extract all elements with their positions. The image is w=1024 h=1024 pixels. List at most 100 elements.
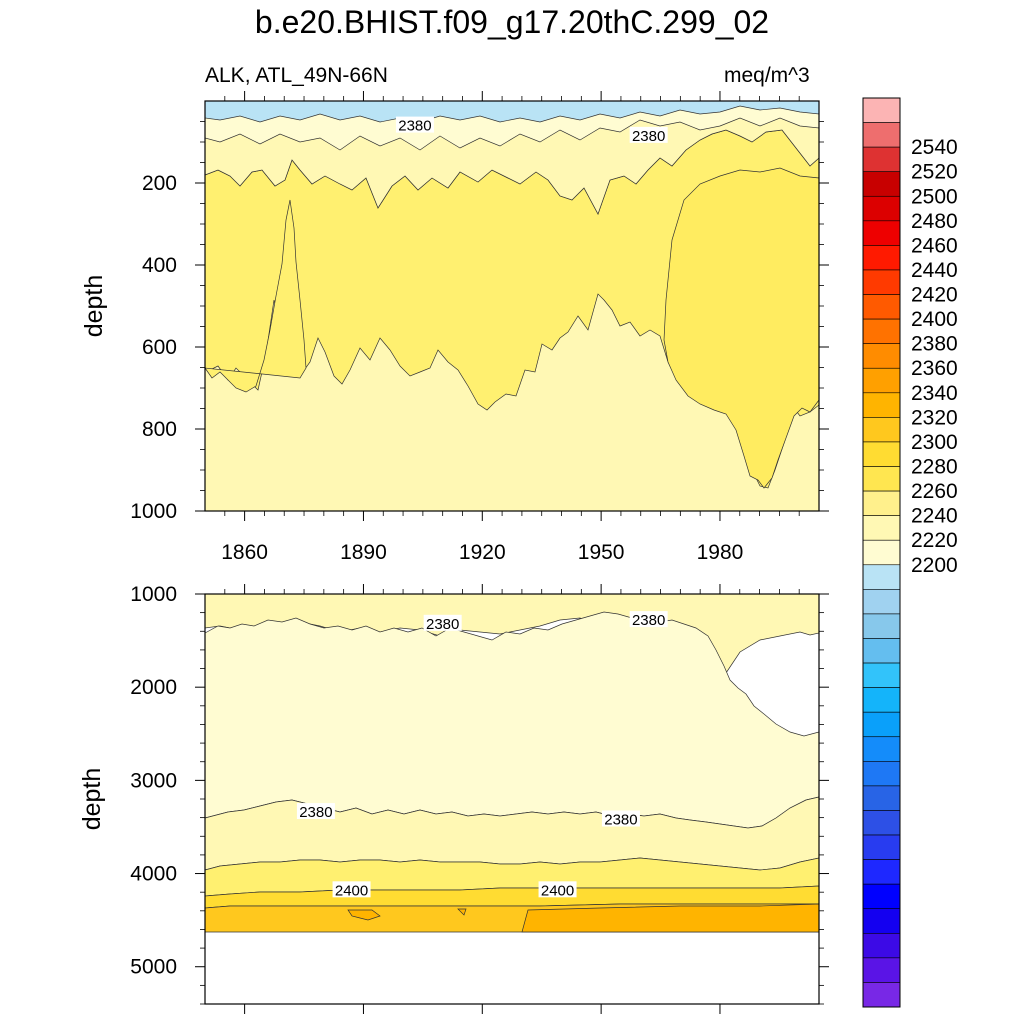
colorbar-label: 2380 <box>911 333 958 356</box>
colorbar-label: 2400 <box>911 308 958 331</box>
colorbar-swatch <box>862 466 901 492</box>
upper-ytick-label: 800 <box>142 418 177 441</box>
colorbar-swatch <box>862 245 901 271</box>
colorbar-swatch <box>862 810 901 836</box>
upper-lobe-right <box>663 167 820 489</box>
contour-label: 2380 <box>299 804 332 821</box>
colorbar-swatch <box>862 736 901 762</box>
colorbar-swatch <box>862 367 901 394</box>
upper-surface-band <box>204 100 820 123</box>
colorbar-swatch <box>862 957 901 983</box>
units-subtitle: meq/m^3 <box>724 64 810 87</box>
colorbar-label: 2460 <box>911 234 958 257</box>
upper-ytick-label: 400 <box>142 254 177 277</box>
lower-ylabel: depth <box>78 768 106 831</box>
contour-label: 2380 <box>632 612 665 629</box>
colorbar-label: 2220 <box>911 529 958 552</box>
colorbar-label: 2520 <box>911 161 958 184</box>
figure-title: b.e20.BHIST.f09_g17.20thC.299_02 <box>254 4 770 40</box>
lower-patch-small <box>457 908 467 916</box>
contour-label: 2380 <box>632 128 665 145</box>
colorbar-swatch <box>862 932 901 959</box>
colorbar-swatch <box>862 97 901 123</box>
colorbar-swatch <box>862 195 901 222</box>
contour-label: 2380 <box>604 812 637 829</box>
upper-ytick-label: 200 <box>142 172 177 195</box>
upper-lobe-left <box>204 199 307 393</box>
colorbar-swatch <box>862 761 901 787</box>
upper-ylabel: depth <box>80 275 108 338</box>
contour-label: 2400 <box>335 882 368 899</box>
colorbar-swatch <box>862 711 901 738</box>
lower-ytick-label: 4000 <box>130 863 177 886</box>
lower-patch <box>347 909 381 921</box>
contour-label: 2380 <box>426 616 459 633</box>
colorbar-label: 2260 <box>911 480 958 503</box>
colorbar-label: 2200 <box>911 554 958 577</box>
upper-xtick-label: 1980 <box>697 541 744 564</box>
colorbar-swatch <box>862 638 901 664</box>
lower-ytick-label: 3000 <box>130 769 177 792</box>
colorbar-label: 2300 <box>911 431 958 454</box>
colorbar: 2540252025002480246024402420240023802360… <box>862 97 958 1008</box>
upper-panel: 2380 2380 <box>204 100 820 512</box>
lower-contour-labels: 2380 2380 2380 2380 2400 2400 <box>296 611 668 899</box>
colorbar-swatch <box>862 392 901 418</box>
colorbar-swatch <box>862 490 901 516</box>
upper-xtick-label: 1890 <box>340 541 387 564</box>
colorbar-label: 2280 <box>911 456 958 479</box>
colorbar-label: 2480 <box>911 210 958 233</box>
contour-label-bg <box>601 810 640 827</box>
colorbar-swatch <box>862 294 901 320</box>
colorbar-swatch <box>862 785 901 811</box>
lower-ytick-label: 5000 <box>130 956 177 979</box>
contour-label-bg <box>423 614 462 631</box>
upper-contour-labels: 2380 2380 <box>395 116 668 145</box>
contour-label-bg <box>538 881 577 898</box>
contour-label-bg <box>332 881 371 898</box>
lower-panel: 2380 2380 2380 2380 2400 2400 <box>204 593 820 1005</box>
colorbar-swatch <box>862 662 901 688</box>
colorbar-swatch <box>862 122 901 148</box>
colorbar-swatch <box>862 343 901 369</box>
left-subtitle: ALK, ATL_49N-66N <box>205 64 388 87</box>
contour-label: 2400 <box>541 882 574 899</box>
colorbar-swatch <box>862 417 901 443</box>
colorbar-swatch <box>862 564 901 590</box>
contour-label-bg <box>629 611 668 628</box>
contour-label-bg <box>296 803 335 820</box>
colorbar-swatch <box>862 318 901 344</box>
colorbar-label: 2500 <box>911 185 958 208</box>
colorbar-swatch <box>862 515 901 541</box>
contour-label-bg <box>629 126 668 143</box>
colorbar-swatch <box>862 589 901 615</box>
upper-ytick-label: 600 <box>142 336 177 359</box>
colorbar-label: 2340 <box>911 382 958 405</box>
colorbar-frame <box>862 97 901 1008</box>
colorbar-label: 2540 <box>911 136 958 159</box>
axes: 200 400 600 800 1000 1860 1890 1920 1950 1980 1000… <box>130 91 829 1014</box>
colorbar-swatch <box>862 269 901 295</box>
colorbar-swatch <box>862 539 901 566</box>
colorbar-swatch <box>862 613 901 639</box>
colorbar-label: 2240 <box>911 505 958 528</box>
colorbar-swatch <box>862 687 901 713</box>
colorbar-label: 2360 <box>911 357 958 380</box>
colorbar-label: 2440 <box>911 259 958 282</box>
colorbar-swatch <box>862 883 901 910</box>
contour-label-bg <box>395 116 434 133</box>
upper-ytick-label: 1000 <box>130 500 177 523</box>
colorbar-label: 2320 <box>911 406 958 429</box>
colorbar-swatch <box>862 859 901 885</box>
upper-xtick-label: 1860 <box>221 541 268 564</box>
upper-xtick-label: 1920 <box>459 541 506 564</box>
contour-label: 2380 <box>398 118 431 135</box>
colorbar-swatch <box>862 441 901 467</box>
colorbar-swatch <box>862 171 901 197</box>
colorbar-swatch <box>862 146 901 173</box>
colorbar-swatch <box>862 908 901 934</box>
upper-xtick-label: 1950 <box>578 541 625 564</box>
colorbar-label: 2420 <box>911 284 958 307</box>
colorbar-swatch <box>862 220 901 246</box>
